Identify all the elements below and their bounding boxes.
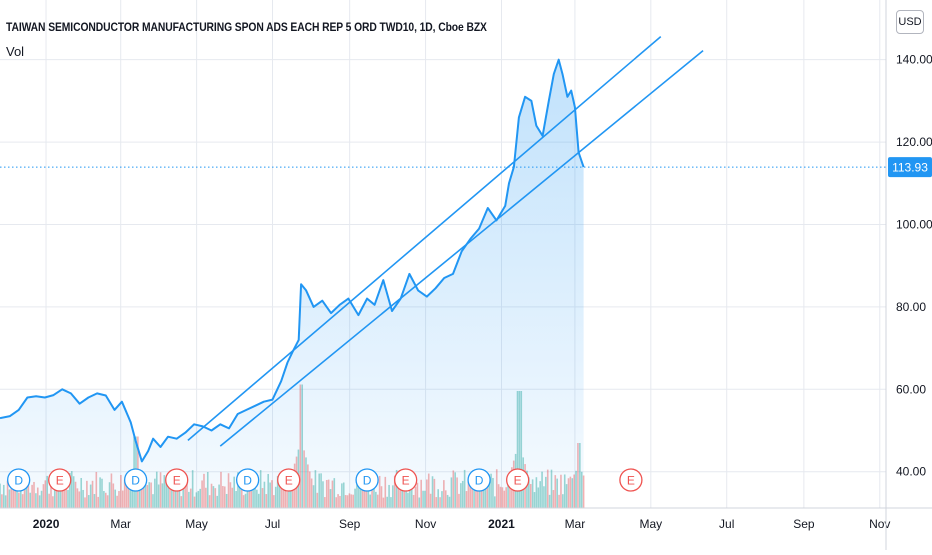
- price-line[interactable]: [0, 58, 585, 463]
- x-tick-label: Mar: [565, 517, 586, 531]
- x-tick-label: Sep: [793, 517, 815, 531]
- event-marker-label: E: [514, 474, 522, 488]
- dividend-marker[interactable]: [355, 468, 379, 492]
- dividend-marker[interactable]: [235, 468, 260, 492]
- x-tick-label: Sep: [339, 517, 361, 531]
- event-marker-label: D: [131, 474, 140, 488]
- event-marker-label: D: [14, 474, 23, 488]
- y-tick-label: 140.00: [896, 53, 932, 67]
- x-tick-label: May: [639, 517, 662, 531]
- y-tick-label: 60.00: [896, 382, 926, 396]
- last-price-badge: [888, 157, 932, 178]
- x-tick-label: Nov: [869, 517, 890, 531]
- y-tick-label: 40.00: [896, 465, 926, 479]
- x-tick-label: Jul: [719, 517, 734, 531]
- earnings-marker[interactable]: [277, 468, 301, 492]
- x-tick-label: 2020: [33, 517, 60, 531]
- price-area-fill: [0, 59, 584, 508]
- y-tick-label: 100.00: [896, 217, 932, 231]
- event-marker-label: E: [173, 474, 181, 488]
- dividend-marker[interactable]: [467, 468, 491, 492]
- x-tick-label: May: [185, 517, 208, 531]
- y-tick-label: 80.00: [896, 300, 926, 314]
- channel-line-upper[interactable]: [187, 35, 662, 441]
- x-tick-label: Mar: [110, 517, 131, 531]
- y-tick-label: 120.00: [896, 135, 932, 149]
- price-area: [0, 58, 585, 508]
- event-marker-label: D: [243, 474, 252, 488]
- earnings-marker[interactable]: [506, 468, 530, 492]
- currency-button[interactable]: USD: [896, 10, 924, 34]
- event-marker-label: D: [363, 474, 372, 488]
- event-marker-label: D: [475, 474, 484, 488]
- chart-title: TAIWAN SEMICONDUCTOR MANUFACTURING SPON …: [6, 20, 487, 34]
- dividend-marker[interactable]: [123, 468, 148, 492]
- earnings-marker[interactable]: [619, 468, 643, 492]
- event-marker-label: E: [627, 474, 635, 488]
- earnings-marker[interactable]: [394, 468, 418, 492]
- x-tick-label: Jul: [265, 517, 280, 531]
- earnings-marker[interactable]: [165, 468, 189, 492]
- x-tick-label: Nov: [415, 517, 436, 531]
- channel-lines[interactable]: [187, 35, 704, 447]
- event-marker-label: E: [402, 474, 410, 488]
- earnings-marker[interactable]: [48, 468, 72, 492]
- volume-bar: [582, 475, 585, 508]
- volume-label: Vol: [6, 44, 25, 59]
- dividend-marker[interactable]: [7, 468, 31, 492]
- x-tick-label: 2021: [488, 517, 515, 531]
- event-marker-label: E: [285, 474, 293, 488]
- channel-line-lower[interactable]: [219, 49, 704, 447]
- last-price-label: 113.93: [892, 161, 928, 175]
- event-marker-label: E: [56, 474, 64, 488]
